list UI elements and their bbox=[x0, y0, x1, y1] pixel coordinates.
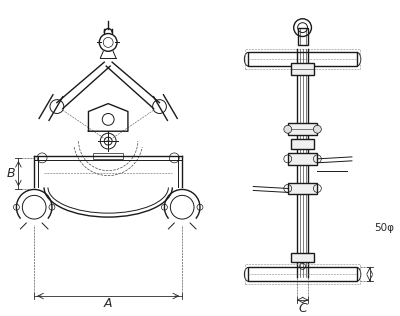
Bar bbox=[248, 267, 357, 281]
Bar bbox=[248, 52, 357, 66]
Polygon shape bbox=[88, 104, 128, 131]
Bar bbox=[93, 153, 123, 159]
Circle shape bbox=[314, 125, 321, 133]
Bar bbox=[288, 123, 317, 135]
Text: A: A bbox=[104, 297, 112, 310]
Bar bbox=[291, 252, 314, 263]
Bar bbox=[245, 264, 360, 284]
Circle shape bbox=[284, 125, 292, 133]
Bar bbox=[291, 139, 314, 149]
Bar bbox=[291, 63, 314, 75]
Bar bbox=[298, 27, 308, 46]
Bar bbox=[245, 49, 360, 69]
Text: B: B bbox=[6, 167, 15, 180]
Text: C: C bbox=[298, 302, 307, 315]
Text: 50φ: 50φ bbox=[375, 223, 395, 233]
Bar bbox=[288, 183, 317, 194]
Bar bbox=[288, 153, 317, 165]
